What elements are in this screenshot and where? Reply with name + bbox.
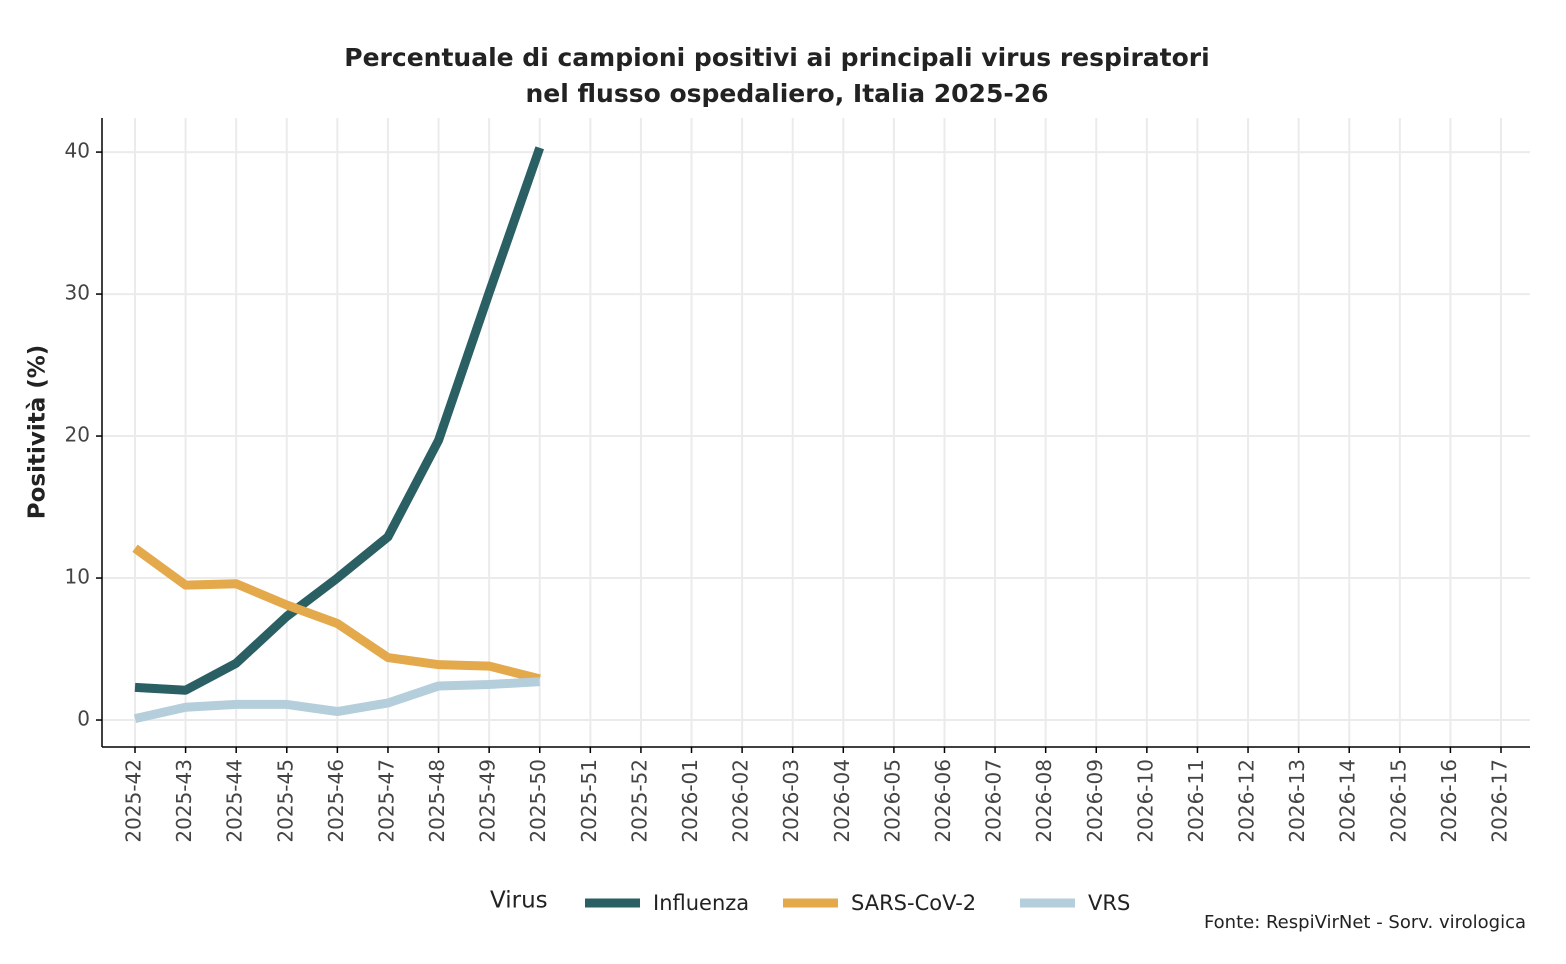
y-tick-label: 40 — [65, 139, 90, 163]
x-tick-label: 2026-04 — [830, 759, 854, 843]
x-tick-label: 2026-03 — [779, 759, 803, 843]
x-tick-label: 2025-43 — [172, 759, 196, 843]
source-note: Fonte: RespiVirNet - Sorv. virologica — [1204, 912, 1526, 933]
x-tick-label: 2025-49 — [476, 759, 500, 843]
chart-title: nel flusso ospedaliero, Italia 2025-26 — [525, 79, 1048, 108]
x-tick-label: 2026-16 — [1437, 759, 1461, 843]
x-tick-label: 2026-05 — [880, 759, 904, 843]
x-tick-label: 2026-06 — [931, 759, 955, 843]
legend-label: SARS-CoV-2 — [851, 891, 976, 915]
chart-title: Percentuale di campioni positivi ai prin… — [344, 43, 1209, 72]
x-tick-label: 2025-51 — [577, 759, 601, 843]
y-tick-label: 0 — [77, 707, 90, 731]
x-tick-label: 2026-02 — [729, 759, 753, 843]
y-axis-label: Positività (%) — [25, 345, 51, 520]
x-tick-label: 2026-17 — [1488, 759, 1512, 843]
x-tick-label: 2026-12 — [1235, 759, 1259, 843]
x-tick-label: 2026-10 — [1133, 759, 1157, 843]
legend-title: Virus — [490, 888, 548, 914]
x-tick-label: 2025-48 — [425, 759, 449, 843]
x-tick-label: 2025-46 — [324, 759, 348, 843]
x-tick-label: 2026-13 — [1285, 759, 1309, 843]
x-tick-label: 2025-44 — [223, 759, 247, 843]
x-tick-label: 2026-15 — [1386, 759, 1410, 843]
series-line — [134, 146, 544, 695]
legend-label: VRS — [1088, 891, 1130, 915]
x-tick-label: 2026-01 — [678, 759, 702, 843]
x-tick-label: 2026-11 — [1184, 759, 1208, 843]
x-tick-label: 2025-45 — [273, 759, 297, 843]
series-line — [134, 677, 540, 723]
legend-label: Influenza — [653, 891, 749, 915]
y-tick-label: 20 — [65, 423, 90, 447]
x-tick-label: 2026-14 — [1336, 759, 1360, 843]
series-line — [132, 544, 541, 684]
x-tick-label: 2026-07 — [982, 759, 1006, 843]
x-tick-label: 2025-47 — [374, 759, 398, 843]
x-tick-label: 2025-52 — [627, 759, 651, 843]
x-tick-label: 2025-50 — [526, 759, 550, 843]
x-tick-label: 2026-08 — [1032, 759, 1056, 843]
x-tick-label: 2025-42 — [122, 759, 146, 843]
y-tick-label: 10 — [65, 565, 90, 589]
y-tick-label: 30 — [65, 281, 90, 305]
x-tick-label: 2026-09 — [1083, 759, 1107, 843]
